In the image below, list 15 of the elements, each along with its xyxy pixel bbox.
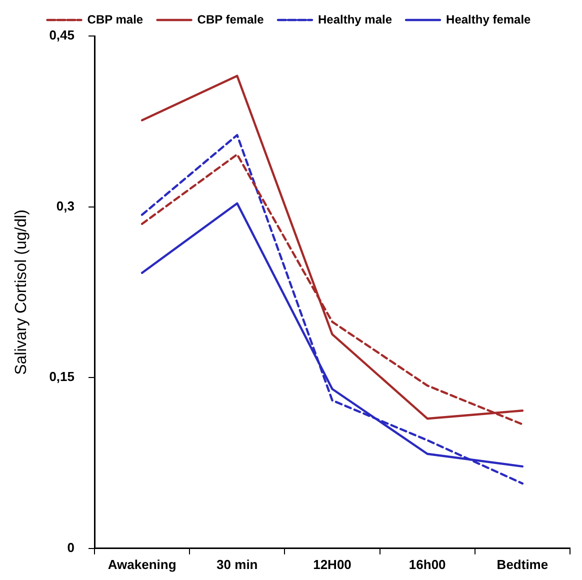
legend-label: CBP male	[87, 12, 144, 26]
legend-label: Healthy female	[446, 12, 532, 26]
x-tick-label: Bedtime	[496, 556, 548, 572]
y-tick-label: 0,15	[49, 369, 74, 384]
y-axis-title: Salivary Cortisol (ug/dl)	[13, 210, 30, 375]
x-tick-label: 16h00	[408, 556, 446, 572]
x-tick-label: 30 min	[216, 556, 258, 572]
line-series	[140, 134, 524, 485]
legend-label: CBP female	[197, 12, 264, 26]
x-tick-label: 12H00	[313, 556, 352, 572]
y-tick-label: 0,45	[49, 28, 74, 43]
x-tick-label: Awakening	[108, 556, 176, 572]
legend-label: Healthy male	[318, 12, 392, 26]
y-tick-label: 0,3	[56, 198, 74, 214]
y-tick-label: 0	[67, 540, 74, 555]
